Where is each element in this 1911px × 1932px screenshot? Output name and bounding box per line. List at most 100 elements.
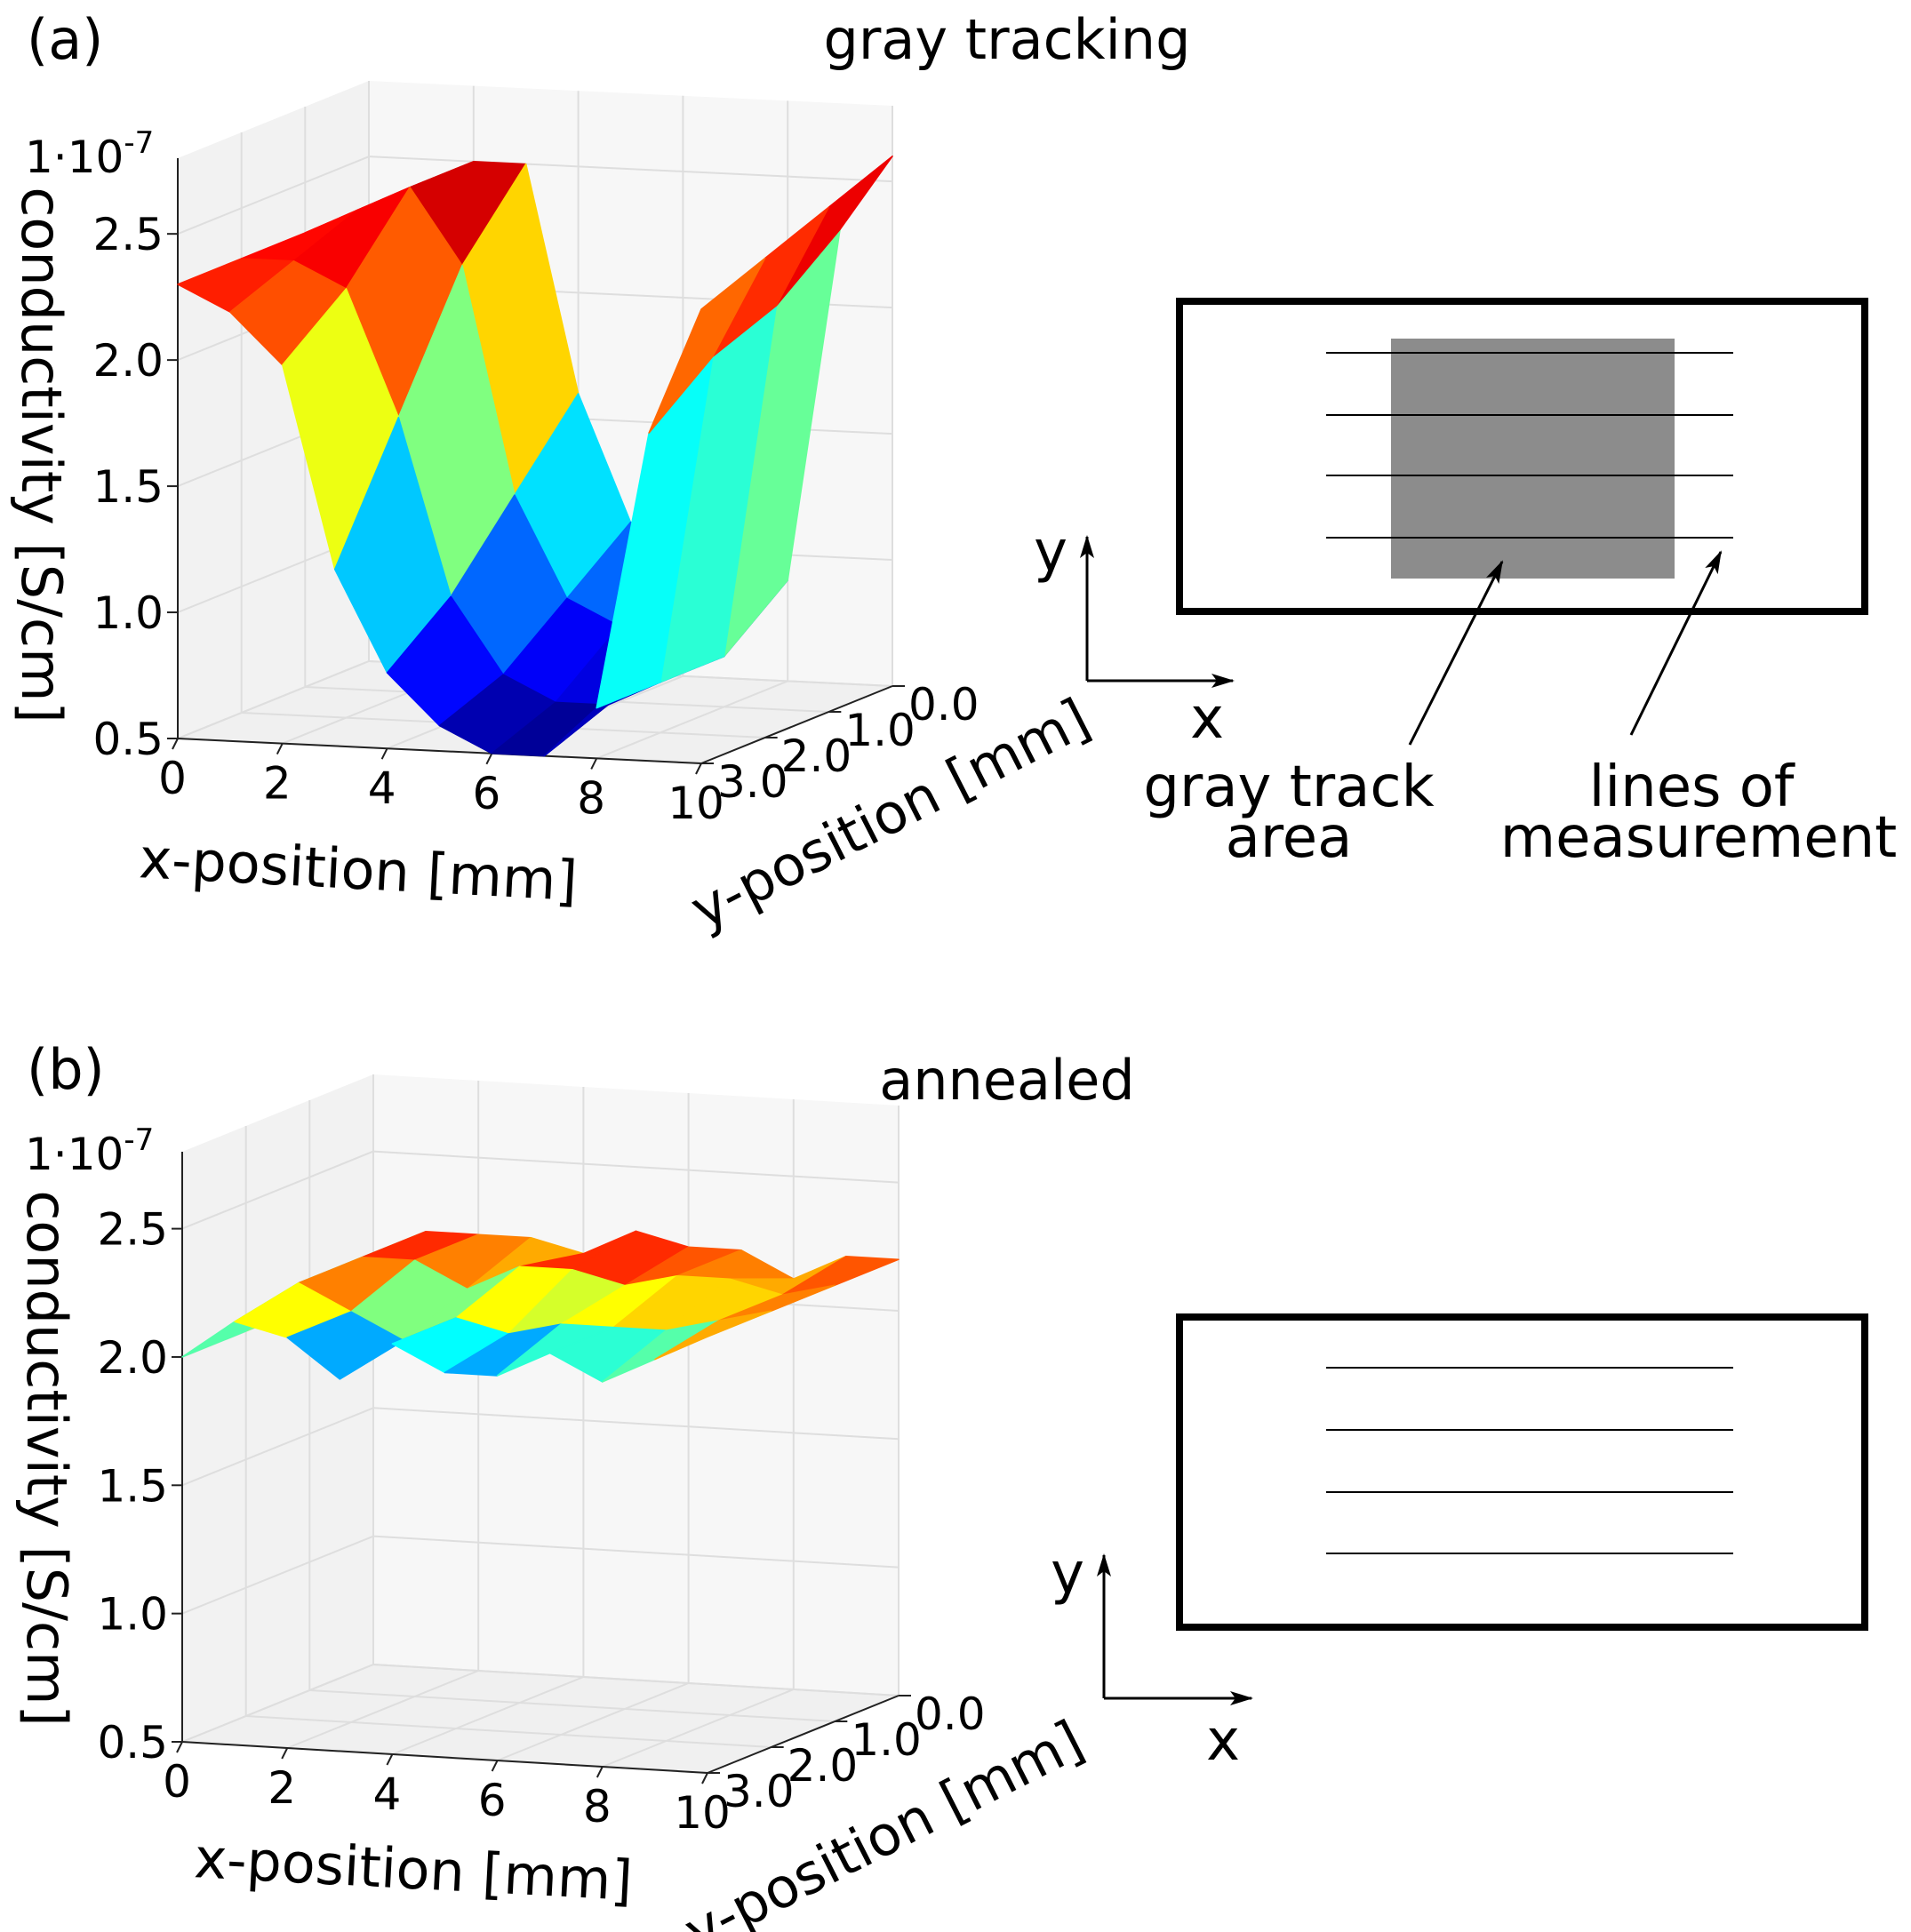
grid-line [286, 1670, 479, 1749]
grid-line [181, 1535, 374, 1615]
grid-line [181, 1664, 374, 1743]
chart-title: gray tracking [824, 7, 1191, 72]
tick-mark [281, 1747, 289, 1760]
tick-mark [172, 738, 179, 750]
z-tick-label: 1.0 [92, 587, 164, 639]
surface-chart: 0 2 4 6 8 100.01.02.03.00.51.01.52.02.5conduc… [9, 81, 1099, 942]
x-axis-label: x-position [mm] [138, 826, 580, 914]
annotation: measurement [1500, 805, 1898, 871]
grid-line [181, 1150, 374, 1230]
grid-line [177, 156, 370, 236]
y-tick-label: 2.0 [781, 730, 852, 782]
panel-label: (a) [27, 7, 103, 72]
x-tick-label: 8 [577, 772, 605, 824]
y-tick-label: 0.0 [915, 1689, 986, 1740]
axis-label: y [1034, 519, 1067, 585]
grid-line [372, 1150, 900, 1184]
y-axis [700, 685, 893, 764]
z-scale-label: 1·10-7 [25, 125, 154, 183]
grid-line [497, 1682, 689, 1761]
grid-line [309, 1689, 836, 1722]
surface-chart: 0 2 4 6 8 100.01.02.03.00.51.01.52.02.5conduc… [14, 1074, 1093, 1932]
z-tick-label: 1.5 [92, 461, 164, 513]
tick-mark [176, 1741, 183, 1753]
surface-patch [654, 1310, 772, 1361]
x-tick-label: 0 [163, 1756, 191, 1808]
z-scale-exponent: -7 [124, 1122, 154, 1158]
grid-line [181, 1407, 374, 1487]
x-tick-label: 0 [158, 753, 187, 804]
z-tick-label: 1.0 [97, 1589, 168, 1641]
sample-outline [1176, 1313, 1868, 1631]
x-axis-label: x-position [mm] [193, 1825, 635, 1913]
x-tick-label: 4 [368, 762, 396, 814]
x-axis [181, 1741, 708, 1774]
tick-mark [380, 747, 388, 760]
tick-mark [491, 1760, 499, 1772]
z-tick-label: 2.5 [92, 209, 164, 260]
sample-outline [1176, 298, 1868, 615]
grid-line [596, 680, 788, 760]
axis-label: x [1206, 1708, 1240, 1774]
annotation: gray track [1143, 754, 1434, 820]
grid-line [372, 1407, 900, 1441]
annotation: area [1226, 805, 1353, 871]
axis-label: x [1190, 686, 1224, 752]
y-axis [707, 1695, 900, 1774]
z-tick-label: 1.5 [97, 1460, 168, 1512]
z-scale-base: 1·10 [25, 1129, 124, 1180]
y-tick-label: 1.0 [844, 705, 916, 756]
grid-line [392, 1676, 584, 1755]
x-tick-label: 6 [478, 1775, 507, 1826]
grid-line [368, 156, 893, 183]
axis-label: y [1051, 1541, 1084, 1607]
annotation: lines of [1589, 754, 1795, 820]
z-scale-exponent: -7 [124, 125, 154, 161]
z-scale-base: 1·10 [25, 132, 124, 183]
floor-pane [182, 1665, 899, 1773]
x-tick-label: 10 [674, 1787, 731, 1839]
pointer-arrow [1629, 550, 1723, 736]
back-pane [373, 1074, 899, 1696]
grid-line [602, 1689, 795, 1768]
y-tick-label: 1.0 [851, 1714, 922, 1766]
tick-mark [596, 1766, 604, 1778]
tick-mark [485, 753, 493, 765]
grid-line [372, 1535, 900, 1569]
x-tick-label: 10 [668, 778, 724, 829]
tick-mark [276, 743, 284, 755]
z-tick-label: 0.5 [92, 714, 164, 765]
z-tick-label: 2.0 [92, 335, 164, 387]
z-axis-label: conductivity [S/cm] [9, 187, 74, 723]
z-tick-label: 0.5 [97, 1717, 168, 1768]
y-tick-label: 0.0 [908, 679, 979, 730]
pointer-arrow [1408, 560, 1504, 746]
schematic: y x gray track area lines of measurement [1034, 298, 1898, 871]
z-tick-label: 2.5 [97, 1204, 168, 1256]
tick-mark [590, 757, 598, 770]
x-tick-label: 2 [263, 758, 292, 810]
tick-mark [701, 1772, 708, 1784]
grid-line [372, 1664, 900, 1696]
x-tick-label: 8 [583, 1781, 612, 1832]
z-tick-label: 2.0 [97, 1332, 168, 1384]
panel-label: (b) [27, 1037, 105, 1102]
grid-line [245, 1715, 772, 1748]
tick-mark [695, 762, 702, 775]
z-scale-label: 1·10-7 [25, 1122, 154, 1180]
side-pane [182, 1074, 373, 1742]
schematic: y x [1051, 1313, 1868, 1774]
tick-mark [386, 1753, 394, 1766]
x-axis [177, 738, 702, 764]
measurement-lines [1326, 1367, 1733, 1554]
measurement-lines [1326, 352, 1733, 539]
x-tick-label: 6 [472, 768, 500, 819]
surface-patch [648, 257, 766, 434]
y-tick-label: 2.0 [788, 1740, 859, 1792]
y-tick-label: 3.0 [717, 756, 788, 808]
x-tick-label: 4 [372, 1768, 401, 1820]
chart-title: annealed [879, 1048, 1134, 1113]
gray-track-area [1391, 339, 1675, 579]
grid-line [177, 660, 370, 739]
